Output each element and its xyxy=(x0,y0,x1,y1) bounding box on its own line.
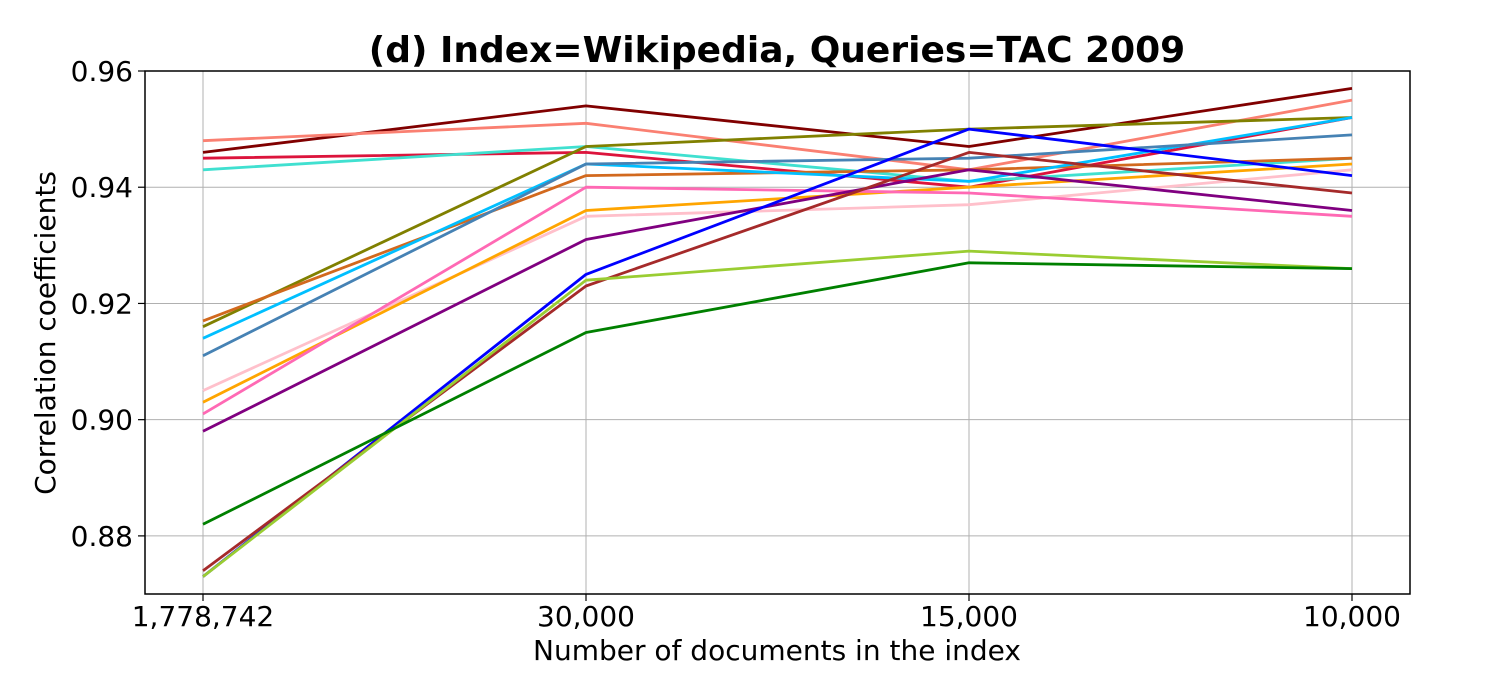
series-line-9 xyxy=(202,168,1353,392)
series-line-3 xyxy=(202,116,1353,189)
x-tick-label: 10,000 xyxy=(1303,600,1401,633)
series-line-13 xyxy=(202,127,1353,578)
series-line-10 xyxy=(202,162,1353,404)
series-lines xyxy=(202,87,1353,578)
y-axis-label: Correlation coefficients xyxy=(29,171,62,495)
series-line-16 xyxy=(202,261,1353,526)
chart-title: (d) Index=Wikipedia, Queries=TAC 2009 xyxy=(369,30,1185,71)
x-tick-label: 30,000 xyxy=(537,600,635,633)
plot-frame xyxy=(144,70,1411,595)
grid-lines xyxy=(145,70,1410,594)
series-line-11 xyxy=(202,185,1353,416)
series-line-5 xyxy=(202,116,1353,328)
series-line-1 xyxy=(202,87,1353,154)
x-axis-ticks: 1,778,742 30,000 15,000 10,000 xyxy=(132,594,1401,633)
x-tick-label: 15,000 xyxy=(920,600,1018,633)
series-line-4 xyxy=(202,145,1353,183)
series-line-7 xyxy=(202,116,1353,340)
y-tick-label: 0.94 xyxy=(71,171,133,204)
x-tick-label: 1,778,742 xyxy=(132,600,275,633)
series-line-15 xyxy=(202,249,1353,578)
series-line-14 xyxy=(202,150,1353,572)
y-tick-label: 0.90 xyxy=(71,404,133,437)
y-axis-ticks: 0.88 0.90 0.92 0.94 0.96 xyxy=(71,55,145,553)
y-tick-label: 0.96 xyxy=(71,55,133,88)
y-tick-label: 0.88 xyxy=(71,520,133,553)
series-line-8 xyxy=(202,133,1353,357)
x-axis-label: Number of documents in the index xyxy=(533,634,1021,667)
series-line-12 xyxy=(202,168,1353,433)
y-tick-label: 0.92 xyxy=(71,287,133,320)
series-line-2 xyxy=(202,98,1353,172)
